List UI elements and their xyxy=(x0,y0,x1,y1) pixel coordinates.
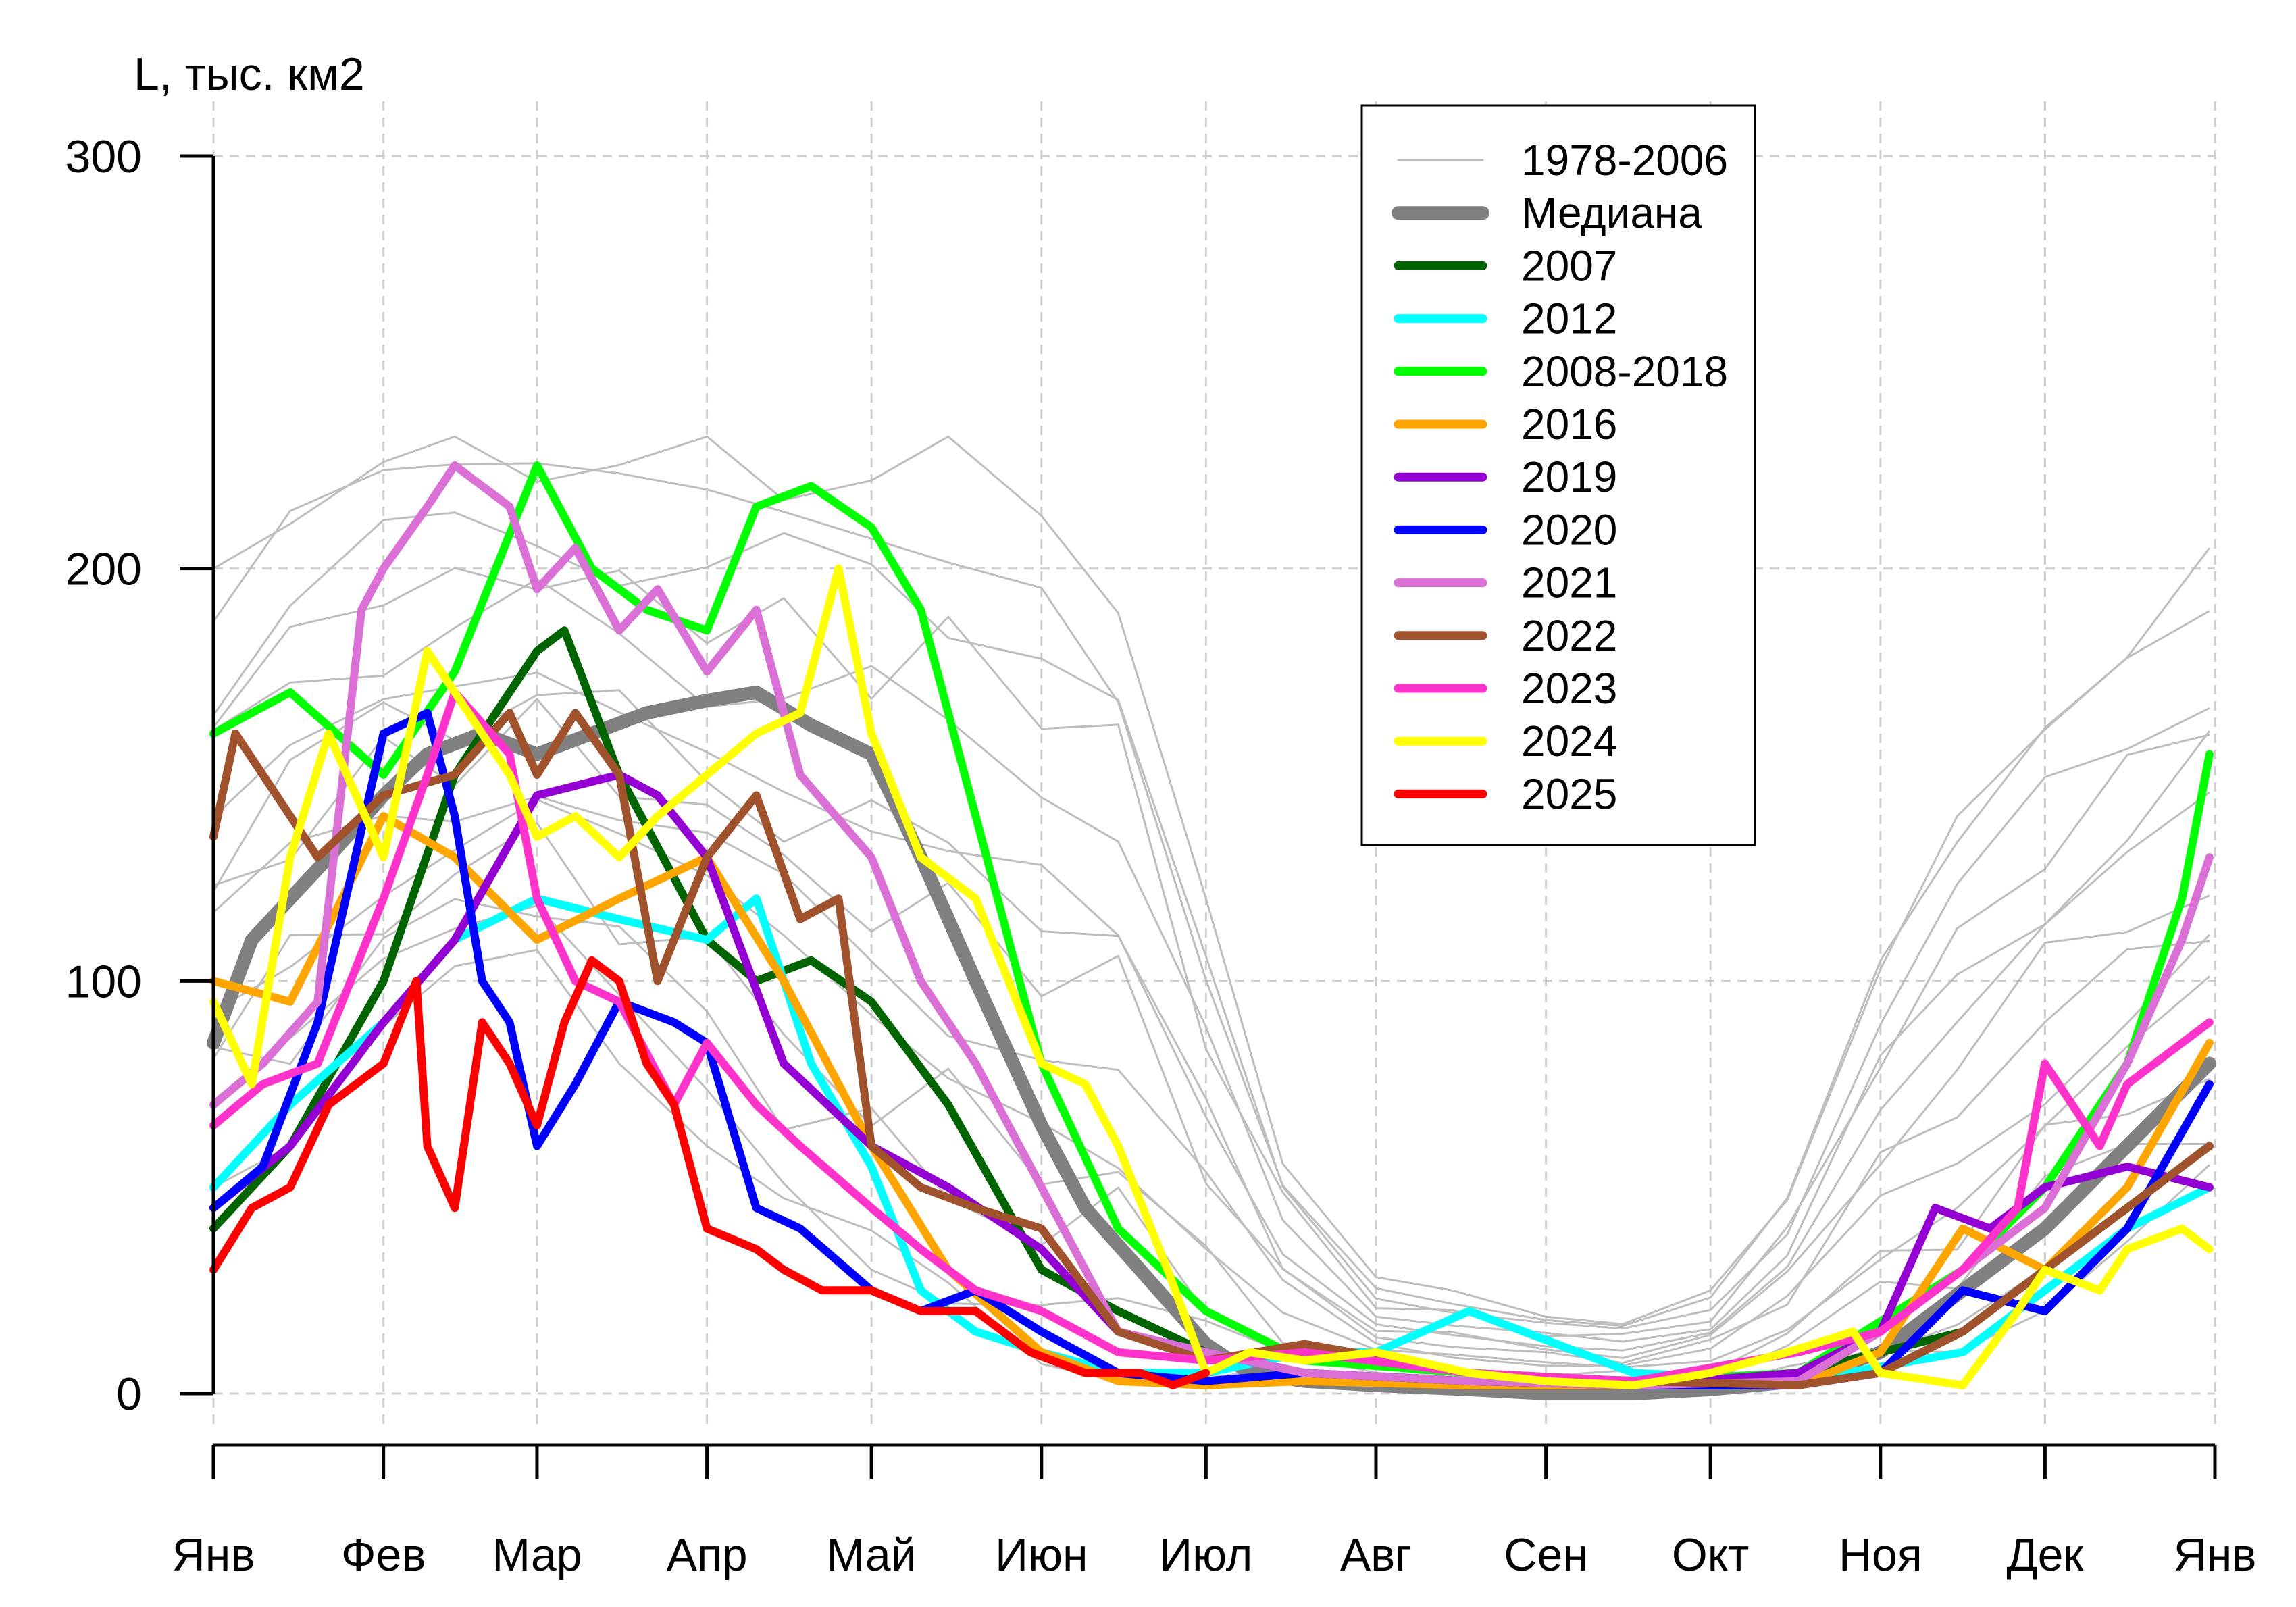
x-tick-label: Июл xyxy=(1159,1529,1252,1581)
series-line-1978-2006 xyxy=(212,671,2210,1352)
legend-label: 2008-2018 xyxy=(1521,347,1728,396)
x-tick-label: Дек xyxy=(2007,1529,2085,1581)
series-line-1978-2006 xyxy=(212,821,2210,1377)
legend-label: 2016 xyxy=(1521,400,1617,449)
series-line-1978-2006 xyxy=(213,698,2210,1364)
x-tick-label: Ноя xyxy=(1839,1529,1922,1581)
x-tick-label: Янв xyxy=(2174,1529,2257,1581)
y-tick-label: 300 xyxy=(66,131,142,182)
series-line-1978-2006 xyxy=(212,689,2210,1359)
series-line-1978-2006 xyxy=(212,795,2210,1367)
x-tick-label: Сен xyxy=(1504,1529,1587,1581)
x-tick-label: Май xyxy=(827,1529,917,1581)
legend-label: Медиана xyxy=(1521,188,1702,237)
legend-label: 2020 xyxy=(1521,505,1617,554)
x-tick-label: Окт xyxy=(1672,1529,1750,1581)
legend-label: 1978-2006 xyxy=(1521,136,1728,184)
legend-label: 2019 xyxy=(1521,453,1617,501)
series-line-2024 xyxy=(209,564,2214,1389)
x-tick-label: Мар xyxy=(492,1529,582,1581)
legend-label: 2023 xyxy=(1521,664,1617,713)
y-tick-label: 100 xyxy=(66,956,142,1007)
y-tick-label: 0 xyxy=(116,1369,142,1420)
axes: 0 100 200 300 Янв Фев Мар Апр Май Июн Июл Авг Сен Окт… xyxy=(66,131,2257,1581)
series-line-2008-2018 xyxy=(209,461,2214,1385)
legend-label: 2024 xyxy=(1521,717,1617,765)
series-line-2025 xyxy=(209,956,1210,1389)
series-line-2021 xyxy=(209,461,2214,1389)
series-layer xyxy=(207,435,2216,1400)
legend-label: 2012 xyxy=(1521,295,1617,343)
series-line-1978-2006 xyxy=(213,798,2210,1369)
x-tick-label: Апр xyxy=(667,1529,748,1581)
x-tick-label: Фев xyxy=(341,1529,426,1581)
series-line-1978-2006 xyxy=(213,435,2211,1325)
y-tick-label: 200 xyxy=(66,544,142,595)
legend-label: 2025 xyxy=(1521,769,1617,818)
y-axis-title: L, тыс. км2 xyxy=(134,49,365,100)
legend-label: 2022 xyxy=(1521,611,1617,660)
series-line-2022 xyxy=(209,709,2214,1389)
series-line-1978-2006 xyxy=(212,511,2210,1330)
legend-label: 2021 xyxy=(1521,559,1617,607)
x-tick-label: Июн xyxy=(995,1529,1088,1581)
legend-label: 2007 xyxy=(1521,241,1617,290)
x-tick-label: Янв xyxy=(172,1529,255,1581)
x-tick-label: Авг xyxy=(1340,1529,1412,1581)
